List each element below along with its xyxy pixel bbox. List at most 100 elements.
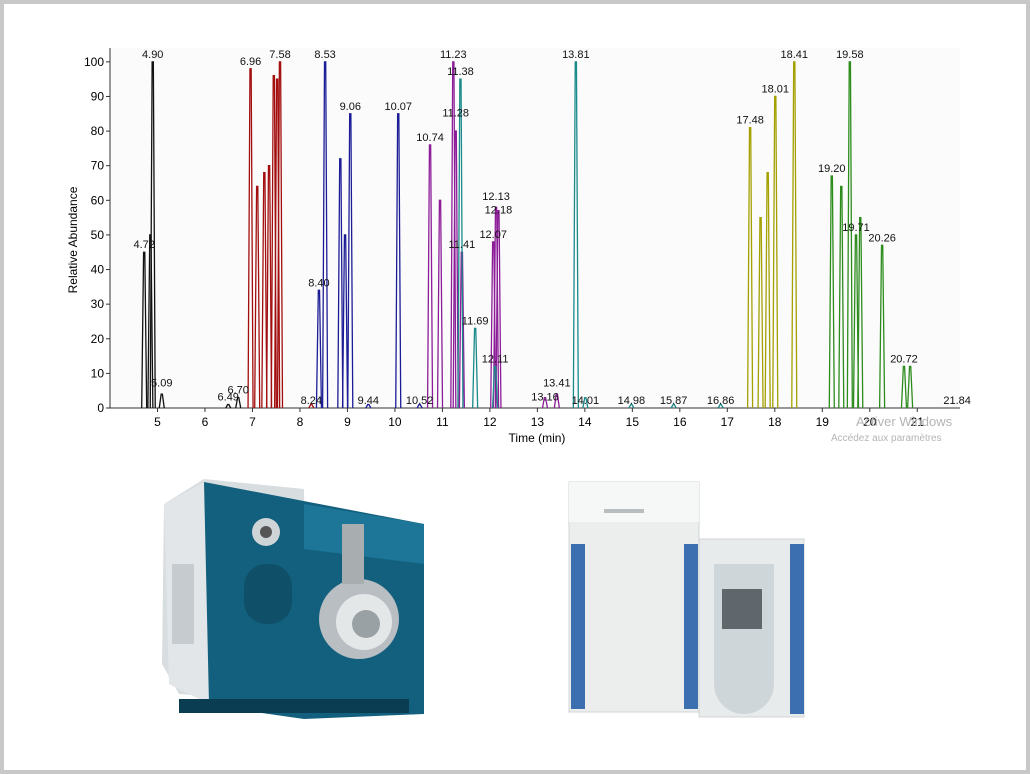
plot: 0 10 20 30 40 50 60 70 80 90 100 5 6 7 8 9 10 11 12 13 14 15 1… — [84, 48, 971, 429]
slide-canvas: Relative Abundance Time (min) 0 10 20 30 40 5… — [66, 48, 971, 719]
peak — [225, 403, 232, 409]
peak-label: 15.87 — [660, 395, 688, 407]
peak — [772, 95, 779, 409]
peak — [321, 61, 329, 409]
peak — [158, 393, 165, 409]
y-tick-label: 20 — [91, 332, 105, 346]
peak — [265, 165, 273, 409]
peak-label: 14.98 — [618, 395, 646, 407]
peak — [235, 396, 242, 409]
x-tick-label: 7 — [249, 415, 256, 429]
peak-label: 8.40 — [308, 277, 329, 289]
peak — [395, 113, 402, 409]
peak — [341, 234, 349, 409]
peak-label: 21.84 — [943, 395, 971, 407]
peak — [254, 185, 261, 409]
peak-label: 8.53 — [314, 49, 335, 61]
x-tick-label: 11 — [436, 415, 449, 429]
peak — [492, 206, 500, 409]
peak — [495, 210, 502, 409]
peak — [436, 199, 444, 409]
x-tick-label: 19 — [816, 415, 830, 429]
peak — [717, 403, 724, 409]
peak — [261, 171, 268, 409]
peak — [906, 365, 914, 409]
y-axis-title: Relative Abundance — [66, 186, 80, 293]
peak-label: 10.52 — [406, 395, 434, 407]
peak-label: 7.58 — [269, 49, 290, 61]
peak-label: 13.16 — [531, 392, 559, 404]
peak — [149, 61, 156, 409]
y-tick-label: 70 — [91, 159, 105, 173]
peak-label: 11.69 — [462, 315, 489, 327]
peak — [141, 251, 148, 409]
peak — [764, 171, 771, 409]
peak — [757, 216, 764, 409]
peak — [553, 393, 560, 409]
peak — [628, 403, 635, 409]
peak-label: 17.48 — [736, 115, 764, 127]
peak — [828, 175, 835, 409]
x-tick-label: 5 — [154, 415, 161, 429]
watermark-line2: Accédez aux paramètres — [831, 433, 942, 444]
peak — [247, 68, 254, 409]
peak-label: 13.41 — [543, 378, 571, 390]
x-tick-label: 20 — [863, 415, 877, 429]
x-tick-label: 12 — [483, 415, 497, 429]
peak — [147, 234, 154, 409]
y-tick-label: 0 — [97, 401, 104, 415]
peak-label: 19.58 — [836, 49, 864, 61]
peak-label: 12.13 — [482, 191, 510, 203]
instrument-right — [568, 481, 805, 718]
x-tick-label: 16 — [673, 415, 687, 429]
y-tick-label: 30 — [91, 297, 105, 311]
peak — [457, 78, 464, 409]
peak — [878, 244, 886, 409]
peak — [900, 365, 908, 409]
peak-label: 14.01 — [572, 395, 600, 407]
peak-label: 10.07 — [384, 101, 412, 113]
peak-label: 12.07 — [479, 229, 507, 241]
peak-label: 9.44 — [358, 395, 379, 407]
x-tick-label: 14 — [578, 415, 592, 429]
peak — [308, 403, 315, 409]
peak-label: 8.24 — [301, 395, 322, 407]
peak — [670, 403, 677, 409]
peak-label: 5.09 — [151, 378, 172, 390]
peak — [846, 61, 853, 409]
x-tick-label: 21 — [911, 415, 925, 429]
peak — [582, 396, 589, 409]
y-tick-label: 80 — [91, 124, 105, 138]
x-tick-label: 13 — [531, 415, 545, 429]
peak-label: 19.71 — [842, 222, 870, 234]
peak — [541, 396, 549, 409]
y-tick-label: 40 — [91, 263, 105, 277]
x-axis-title: Time (min) — [509, 431, 566, 445]
peak — [838, 185, 845, 409]
peak — [276, 61, 284, 409]
peak — [347, 113, 354, 409]
peak-label: 6.96 — [240, 56, 261, 68]
peak-label: 12.11 — [482, 353, 509, 365]
x-tick-label: 6 — [202, 415, 209, 429]
instrument-left — [162, 479, 424, 719]
y-tick-label: 50 — [91, 228, 105, 242]
peak — [452, 130, 459, 409]
x-tick-label: 15 — [626, 415, 640, 429]
peak-label: 10.74 — [416, 132, 444, 144]
y-tick-label: 100 — [84, 55, 104, 69]
peak — [365, 403, 372, 409]
y-tick-label: 10 — [91, 366, 105, 380]
peak-label: 20.26 — [868, 232, 896, 244]
peak — [416, 403, 423, 409]
peak — [315, 289, 323, 409]
peak-label: 18.01 — [762, 83, 790, 95]
peak — [472, 327, 479, 409]
peak — [337, 158, 344, 409]
peak-label: 4.72 — [133, 239, 154, 251]
x-tick-label: 18 — [768, 415, 782, 429]
x-tick-label: 17 — [721, 415, 735, 429]
peak-label: 11.23 — [440, 49, 467, 61]
peak — [572, 61, 579, 409]
